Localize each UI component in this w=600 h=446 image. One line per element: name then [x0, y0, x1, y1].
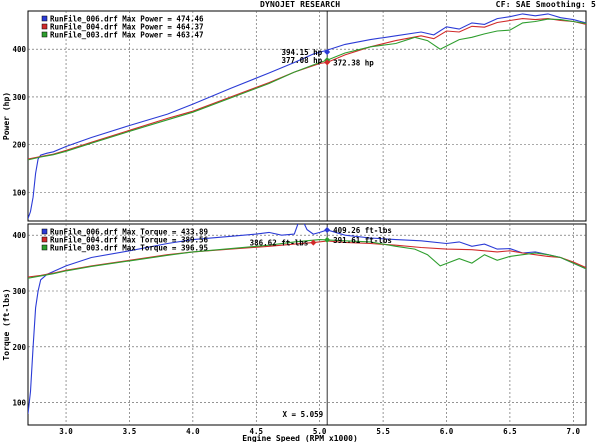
torque-series-line-2	[28, 239, 586, 279]
torque-annotation-label-2: 391.61 ft-lbs	[333, 236, 392, 245]
torque-series-group	[28, 224, 586, 414]
power-annotation-label-0: 394.15 hp	[282, 48, 323, 57]
torque-ytick-label: 200	[12, 343, 26, 352]
power-legend-swatch-0	[41, 15, 48, 22]
power-ytick-label: 200	[12, 141, 26, 150]
xtick-label: 7.0	[567, 427, 581, 436]
power-legend-swatch-2	[41, 31, 48, 38]
torque-plot-frame	[27, 223, 587, 426]
torque-annotation-label-1: 386.62 ft-lbs	[250, 239, 309, 248]
xtick-label: 5.0	[313, 427, 327, 436]
chart-header-title: DYNOJET RESEARCH	[260, 0, 341, 9]
xtick-label: 3.5	[123, 427, 137, 436]
power-ytick-label: 100	[12, 188, 26, 197]
power-plot-frame	[27, 10, 587, 222]
power-legend-entry-2: RunFile_003.drf Max Power = 463.47	[50, 31, 204, 40]
power-ytick-label: 300	[12, 93, 26, 102]
xtick-label: 5.5	[376, 427, 390, 436]
torque-ytick-label: 300	[12, 287, 26, 296]
torque-annotation-label-0: 409.26 ft-lbs	[333, 226, 392, 235]
torque-legend-swatch-0	[41, 228, 48, 235]
power-annotation-label-1: 377.08 hp	[282, 56, 323, 65]
torque-ytick-label: 400	[12, 231, 26, 240]
power-series-line-1	[28, 18, 586, 160]
torque-legend-entry-2: RunFile_003.drf Max Torque = 396.95	[50, 244, 208, 253]
power-legend-swatch-1	[41, 23, 48, 30]
torque-annotation-marker-2	[324, 236, 331, 243]
power-legend-entry-0: RunFile_006.drf Max Power = 474.46	[50, 15, 204, 24]
torque-legend-swatch-2	[41, 244, 48, 251]
xtick-label: 3.0	[59, 427, 73, 436]
x-axis-label: Engine Speed (RPM x1000)	[242, 433, 358, 442]
chart-header-settings: CF: SAE Smoothing: 5	[495, 0, 596, 9]
power-y-axis-label: Power (hp)	[2, 92, 11, 140]
power-legend-entry-1: RunFile_004.drf Max Power = 464.37	[50, 23, 204, 32]
cursor-x-readout: X = 5.059	[283, 410, 324, 419]
xtick-label: 4.5	[249, 427, 263, 436]
torque-legend-entry-0: RunFile_006.drf Max Torque = 433.89	[50, 228, 209, 237]
power-annotation-marker-0	[324, 48, 331, 55]
power-annotation-marker-2	[324, 59, 331, 66]
torque-annotation-marker-1	[310, 239, 317, 246]
torque-legend-entry-1: RunFile_004.drf Max Torque = 389.56	[50, 236, 209, 245]
torque-y-axis-label: Torque (ft-lbs)	[2, 288, 11, 360]
torque-ytick-label: 100	[12, 399, 26, 408]
xtick-label: 6.5	[503, 427, 517, 436]
power-ytick-label: 400	[12, 45, 26, 54]
xtick-label: 6.0	[440, 427, 454, 436]
power-series-line-2	[28, 18, 586, 161]
torque-panel: 100 200 300 400 3.0 3.5 4.0 4.5 5.0 5.5 6.0 6.5 7.0 T…	[2, 223, 587, 443]
torque-annotation-marker-0	[324, 226, 331, 233]
torque-legend-swatch-1	[41, 236, 48, 243]
power-annotation-label-2: 372.38 hp	[333, 58, 374, 67]
xtick-label: 4.0	[186, 427, 200, 436]
